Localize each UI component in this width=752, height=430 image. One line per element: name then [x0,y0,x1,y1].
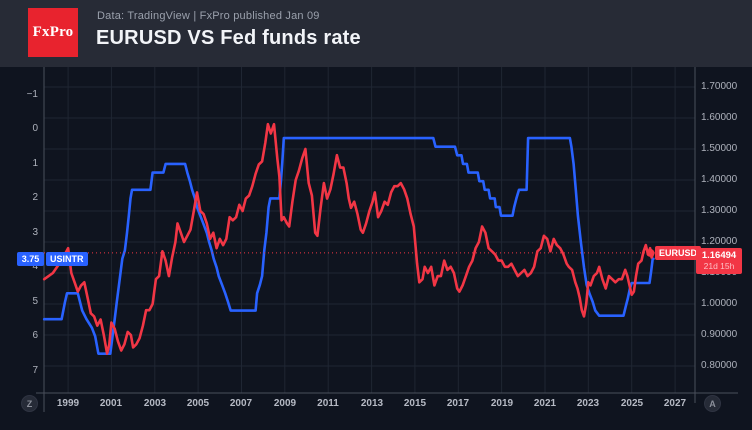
right-axis-tick: 0.90000 [701,329,738,340]
right-axis-tick: 1.30000 [701,205,738,216]
auto-scale-button[interactable]: A [704,395,721,412]
left-axis-tick: 4 [32,261,38,272]
year-tick: 2017 [446,398,470,409]
eurusd-series-label-badge[interactable]: EURUSD [655,246,702,260]
year-tick: 2007 [229,398,253,409]
usintr-series-line[interactable] [42,136,655,356]
year-tick: 2023 [576,398,600,409]
left-axis-tick: 5 [32,296,38,307]
year-tick: 2013 [360,398,384,409]
year-tick: 2001 [99,398,123,409]
left-axis-tick: 2 [32,192,38,203]
eurusd-last-price: 1.16494 [701,250,737,261]
right-axis-tick: 1.60000 [701,112,738,123]
left-axis-tick: 1 [32,158,38,169]
year-tick: 1999 [56,398,80,409]
right-axis-tick: 1.50000 [701,143,738,154]
usintr-last-value-badge: 3.75 [17,252,44,266]
timezone-button[interactable]: Z [21,395,38,412]
right-axis-tick: 1.70000 [701,81,738,92]
year-tick: 2005 [186,398,210,409]
right-axis-tick: 0.80000 [701,360,738,371]
eurusd-last-point-dot [646,248,655,257]
year-tick: 2025 [620,398,644,409]
page-title: EURUSD VS Fed funds rate [96,27,361,49]
usintr-series-label-badge[interactable]: USINTR [46,252,88,266]
left-axis-tick: 0 [32,123,38,134]
year-tick: 2021 [533,398,557,409]
year-tick: 2019 [490,398,514,409]
left-axis-tick: 7 [32,365,38,376]
data-source-caption: Data: TradingView | FxPro published Jan … [97,10,320,22]
left-axis-tick: −1 [26,89,38,100]
right-axis-tick: 1.40000 [701,174,738,185]
year-tick: 2011 [317,398,339,409]
fxpro-logo: FxPro [28,8,78,57]
right-axis-tick: 1.00000 [701,298,738,309]
eurusd-series-line[interactable] [42,122,655,355]
left-axis-tick: 6 [32,330,38,341]
year-tick: 2027 [663,398,687,409]
fxpro-logo-text: FxPro [32,24,74,40]
header: FxPro Data: TradingView | FxPro publishe… [0,0,752,67]
year-tick: 2015 [403,398,427,409]
eurusd-last-price-badge: 1.16494 21d 15h [696,248,742,274]
candle-close-countdown: 21d 15h [703,261,735,271]
right-axis-tick: 1.20000 [701,236,738,247]
left-axis-tick: 3 [32,227,38,238]
year-tick: 2009 [273,398,297,409]
year-tick: 2003 [143,398,167,409]
